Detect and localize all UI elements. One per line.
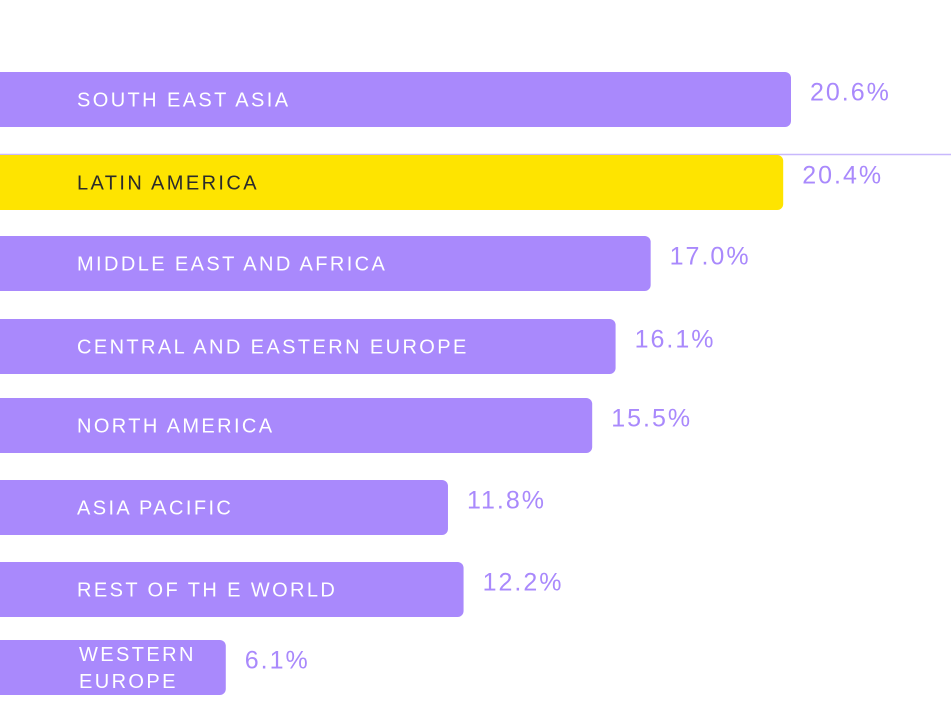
value-label-5: 11.8% — [467, 487, 546, 515]
value-label-1: 20.4% — [802, 162, 883, 190]
bar-1 — [0, 155, 784, 210]
category-label-7-line-0: WESTERN — [79, 644, 196, 666]
value-label-2: 17.0% — [670, 243, 751, 271]
bars-group: SOUTH EAST ASIA 20.6% LATIN AMERICA 20.4% MI… — [0, 72, 891, 695]
bar-6 — [0, 562, 464, 617]
category-label-5: ASIA PACIFIC — [77, 498, 233, 520]
category-label-3: CENTRAL AND EASTERN EUROPE — [77, 337, 469, 359]
value-label-7: 6.1% — [245, 647, 310, 675]
value-label-0: 20.6% — [810, 79, 891, 107]
category-label-6: REST OF TH E WORLD — [77, 580, 337, 602]
bar-5 — [0, 480, 448, 535]
category-label-1: LATIN AMERICA — [77, 173, 259, 195]
category-label-0: SOUTH EAST ASIA — [77, 90, 290, 112]
bar-7 — [0, 640, 226, 695]
value-label-6: 12.2% — [483, 569, 564, 597]
bar-4 — [0, 398, 593, 453]
bar-2 — [0, 236, 651, 291]
value-label-4: 15.5% — [611, 405, 692, 433]
bar-0 — [0, 72, 791, 127]
category-label-2: MIDDLE EAST AND AFRICA — [77, 254, 387, 276]
category-label-4: NORTH AMERICA — [77, 416, 275, 438]
bar-3 — [0, 319, 616, 374]
value-label-3: 16.1% — [635, 326, 716, 354]
category-label-7-line-1: EUROPE — [79, 671, 178, 693]
